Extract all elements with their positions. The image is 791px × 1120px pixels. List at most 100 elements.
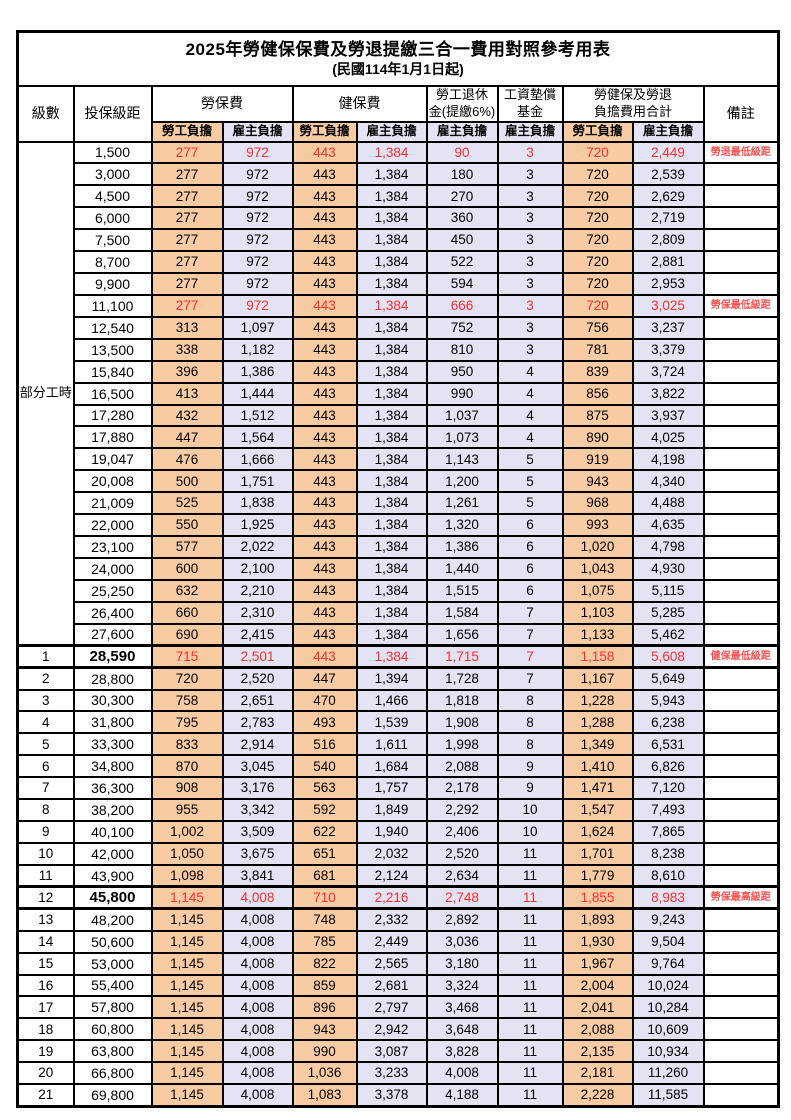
cell-note (702, 666, 780, 691)
cell-level: 6 (16, 754, 75, 779)
cell-labor-employee: 1,145 (150, 1083, 224, 1108)
cell-level: 8 (16, 798, 75, 823)
cell-pension-employer: 2,520 (425, 842, 499, 866)
cell-note (702, 688, 780, 713)
cell-pension-employer: 2,088 (425, 754, 499, 779)
cell-total-employer: 2,449 (631, 140, 705, 165)
table-row: 20,008 500 1,751 443 1,384 1,200 5 943 4,340 (18, 469, 780, 494)
cell-note (702, 973, 780, 998)
cell-level: 2 (16, 666, 75, 691)
cell-total-employee: 1,701 (561, 842, 634, 866)
cell-wage-fund-employer: 6 (496, 513, 564, 538)
cell-total-employer: 3,822 (631, 381, 705, 406)
cell-pension-employer: 4,008 (425, 1061, 499, 1086)
cell-health-employer: 1,384 (355, 622, 428, 647)
cell-pension-employer: 450 (425, 228, 499, 253)
cell-total-employer: 3,937 (631, 403, 705, 428)
cell-labor-employee: 795 (150, 710, 224, 735)
cell-wage-fund-employer: 11 (496, 1039, 564, 1064)
cell-total-employee: 1,471 (561, 776, 634, 801)
cell-note (702, 557, 780, 581)
cell-wage-fund-employer: 10 (496, 798, 564, 823)
cell-wage-fund-employer: 4 (496, 381, 564, 406)
cell-total-employer: 4,340 (631, 469, 705, 494)
cell-total-employer: 4,025 (631, 425, 705, 450)
cell-labor-employee: 1,145 (150, 907, 224, 932)
cell-labor-employer: 2,501 (221, 644, 294, 670)
cell-note: 健保最低級距 (702, 644, 780, 670)
cell-total-employer: 10,609 (631, 1017, 705, 1042)
cell-total-employee: 2,135 (561, 1039, 634, 1064)
cell-labor-employer: 2,520 (221, 666, 294, 691)
header-total: 勞健保及勞退 負擔費用合計 (561, 84, 705, 123)
cell-total-employee: 1,547 (561, 798, 634, 823)
cell-pension-employer: 1,728 (425, 666, 499, 691)
cell-total-employee: 1,167 (561, 666, 634, 691)
table-row: 23,100 577 2,022 443 1,384 1,386 6 1,020 4,798 (18, 535, 780, 560)
cell-health-employer: 1,384 (355, 469, 428, 494)
cell-salary: 57,800 (72, 995, 153, 1020)
table-row: 21 69,800 1,145 4,008 1,083 3,378 4,188 11 2,228… (16, 1083, 780, 1108)
cell-health-employer: 1,384 (355, 644, 428, 670)
cell-pension-employer: 752 (425, 315, 499, 340)
cell-pension-employer: 3,468 (425, 995, 499, 1020)
cell-salary: 33,300 (72, 732, 153, 757)
cell-wage-fund-employer: 4 (496, 359, 564, 384)
cell-salary: 45,800 (72, 885, 153, 911)
cell-total-employee: 1,930 (561, 929, 634, 954)
cell-labor-employee: 715 (150, 644, 224, 670)
cell-labor-employer: 4,008 (221, 1017, 294, 1042)
cell-wage-fund-employer: 3 (496, 206, 564, 231)
cell-total-employee: 890 (561, 425, 634, 450)
cell-level: 1 (16, 644, 75, 670)
cell-labor-employer: 972 (221, 228, 294, 253)
cell-total-employer: 5,943 (631, 688, 705, 713)
cell-health-employer: 1,384 (355, 578, 428, 603)
cell-note (702, 732, 780, 757)
cell-pension-employer: 522 (425, 250, 499, 275)
cell-health-employee: 493 (291, 710, 358, 735)
cell-pension-employer: 990 (425, 381, 499, 406)
cell-labor-employee: 1,145 (150, 995, 224, 1020)
cell-total-employee: 875 (561, 403, 634, 428)
table-row: 3 30,300 758 2,651 470 1,466 1,818 8 1,228 5,943 (16, 688, 780, 713)
cell-health-employer: 2,032 (355, 842, 428, 866)
cell-health-employer: 1,466 (355, 688, 428, 713)
cell-health-employer: 3,378 (355, 1083, 428, 1108)
cell-total-employee: 1,103 (561, 600, 634, 625)
cell-wage-fund-employer: 5 (496, 491, 564, 516)
cell-health-employer: 1,384 (355, 425, 428, 450)
cell-level: 12 (16, 885, 75, 911)
cell-labor-employee: 1,145 (150, 951, 224, 976)
cell-health-employee: 443 (291, 600, 358, 625)
cell-wage-fund-employer: 7 (496, 600, 564, 625)
cell-wage-fund-employer: 11 (496, 1017, 564, 1042)
cell-note (702, 272, 780, 296)
cell-labor-employer: 1,182 (221, 337, 294, 362)
cell-total-employee: 1,133 (561, 622, 634, 647)
table-row: 8,700 277 972 443 1,384 522 3 720 2,881 (18, 250, 780, 275)
cell-health-employee: 822 (291, 951, 358, 976)
cell-health-employer: 1,384 (355, 403, 428, 428)
cell-salary: 36,300 (72, 776, 153, 801)
cell-wage-fund-employer: 3 (496, 272, 564, 296)
cell-health-employer: 1,384 (355, 513, 428, 538)
cell-note (702, 820, 780, 844)
cell-wage-fund-employer: 7 (496, 666, 564, 691)
cell-pension-employer: 2,634 (425, 863, 499, 888)
cell-salary: 28,590 (72, 644, 153, 670)
cell-pension-employer: 3,324 (425, 973, 499, 998)
cell-health-employee: 443 (291, 359, 358, 384)
cell-labor-employer: 2,310 (221, 600, 294, 625)
cell-health-employee: 540 (291, 754, 358, 779)
cell-health-employee: 896 (291, 995, 358, 1020)
cell-health-employee: 990 (291, 1039, 358, 1064)
cell-salary: 34,800 (72, 754, 153, 779)
cell-total-employee: 720 (561, 228, 634, 253)
cell-salary: 38,200 (72, 798, 153, 823)
cell-total-employer: 3,379 (631, 337, 705, 362)
cell-level: 20 (16, 1061, 75, 1086)
cell-level: 4 (16, 710, 75, 735)
cell-wage-fund-employer: 7 (496, 622, 564, 647)
cell-labor-employer: 972 (221, 206, 294, 231)
